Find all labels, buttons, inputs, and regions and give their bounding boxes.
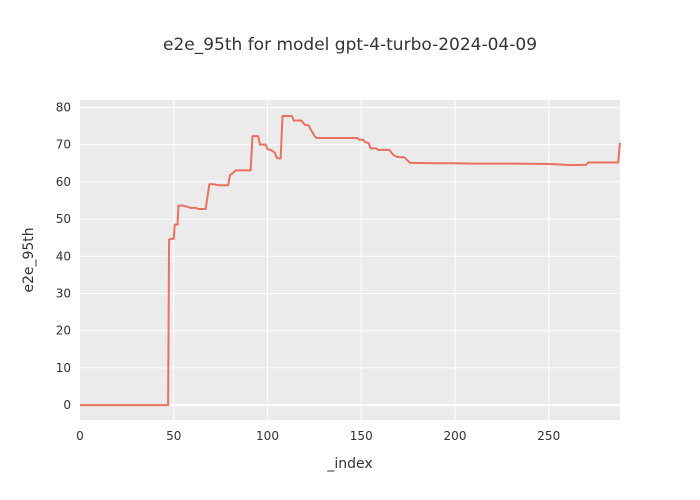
y-tick-label: 40 — [56, 249, 71, 263]
y-tick-label: 50 — [56, 212, 71, 226]
y-tick-label: 10 — [56, 361, 71, 375]
y-axis-title: e2e_95th — [21, 227, 37, 292]
x-tick-label: 100 — [256, 429, 279, 443]
y-tick-label: 20 — [56, 324, 71, 338]
series-layer — [80, 115, 621, 407]
y-tick-label: 80 — [56, 100, 71, 114]
x-tick-label: 150 — [350, 429, 373, 443]
x-tick-label: 250 — [537, 429, 560, 443]
y-tick-label: 30 — [56, 286, 71, 300]
y-tick-label: 60 — [56, 175, 71, 189]
x-tick-label: 50 — [166, 429, 181, 443]
y-tick-label: 70 — [56, 138, 71, 152]
x-tick-label: 0 — [76, 429, 84, 443]
x-axis-title: _index — [326, 456, 372, 472]
chart-title: e2e_95th for model gpt-4-turbo-2024-04-0… — [163, 35, 537, 55]
series-line — [80, 115, 621, 407]
tick-labels: 0 50 100 150 200 250 0 10 20 30 40 50 60 70 80 — [56, 100, 560, 443]
x-tick-label: 200 — [444, 429, 467, 443]
grid-lines — [80, 100, 620, 420]
y-tick-label: 0 — [63, 398, 71, 412]
plot-area — [80, 100, 620, 420]
